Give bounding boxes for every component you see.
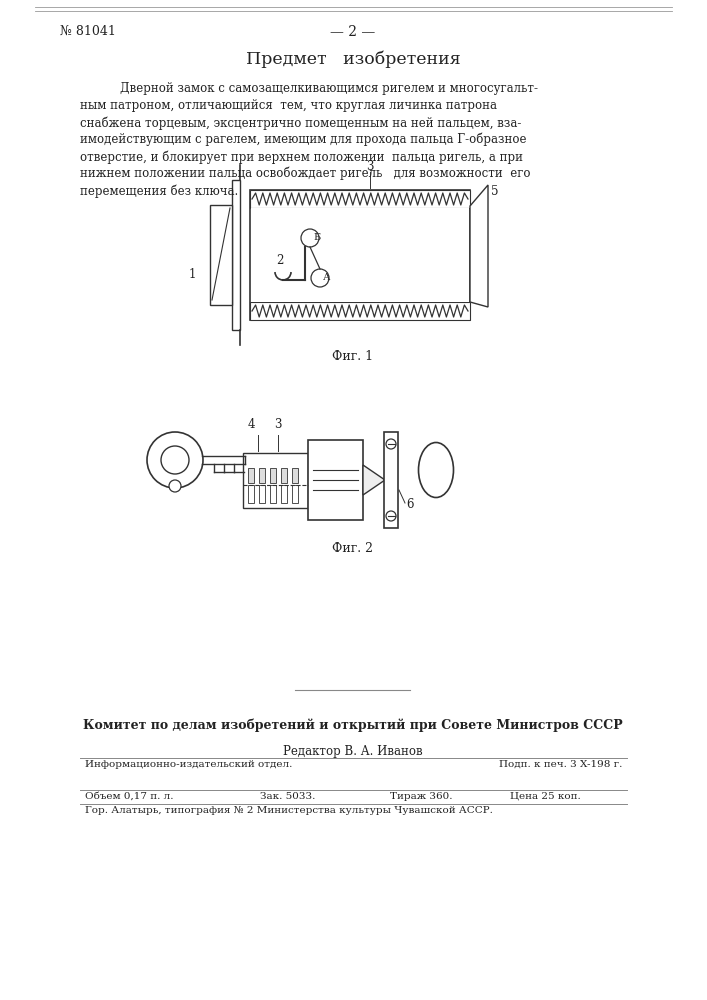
Circle shape: [386, 511, 396, 521]
Text: 6: 6: [406, 498, 414, 512]
Bar: [251, 208, 469, 302]
Text: 4: 4: [247, 418, 255, 431]
Text: Информационно-издательский отдел.: Информационно-издательский отдел.: [85, 760, 293, 769]
Bar: [248, 485, 254, 503]
Text: 5: 5: [491, 185, 498, 198]
Text: 3: 3: [366, 160, 374, 173]
Text: перемещения без ключа.: перемещения без ключа.: [80, 184, 238, 198]
Bar: [250, 190, 470, 320]
Bar: [292, 468, 298, 483]
Text: 2: 2: [276, 253, 284, 266]
Text: Предмет   изобретения: Предмет изобретения: [246, 50, 460, 68]
Text: Фиг. 1: Фиг. 1: [332, 350, 373, 363]
Text: № 81041: № 81041: [60, 25, 116, 38]
Text: Цена 25 коп.: Цена 25 коп.: [510, 792, 580, 801]
Text: — 2 —: — 2 —: [330, 25, 375, 39]
Circle shape: [161, 446, 189, 474]
Bar: [281, 468, 287, 483]
Bar: [248, 468, 254, 483]
Text: 1: 1: [188, 268, 196, 282]
Text: имодействующим с рагелем, имеющим для прохода пальца Г-образное: имодействующим с рагелем, имеющим для пр…: [80, 133, 527, 146]
Circle shape: [311, 269, 329, 287]
Bar: [210, 205, 232, 305]
Text: нижнем положении пальца освобождает ригель   для возможности  его: нижнем положении пальца освобождает риге…: [80, 167, 530, 180]
Text: Комитет по делам изобретений и открытий при Совете Министров СССР: Комитет по делам изобретений и открытий …: [83, 718, 623, 732]
Polygon shape: [470, 185, 488, 307]
Circle shape: [386, 439, 396, 449]
Bar: [250, 190, 470, 208]
Bar: [308, 440, 363, 520]
Circle shape: [147, 432, 203, 488]
Circle shape: [301, 229, 319, 247]
Text: Б: Б: [313, 233, 320, 242]
Bar: [270, 485, 276, 503]
Bar: [250, 302, 470, 320]
Text: снабжена торцевым, эксцентрично помещенным на ней пальцем, вза-: снабжена торцевым, эксцентрично помещенн…: [80, 116, 521, 129]
Bar: [243, 453, 308, 508]
Text: Подп. к печ. 3 X-198 г.: Подп. к печ. 3 X-198 г.: [498, 760, 622, 769]
Text: Фиг. 2: Фиг. 2: [332, 542, 373, 555]
Ellipse shape: [419, 442, 453, 497]
Text: Объем 0,17 п. л.: Объем 0,17 п. л.: [85, 792, 173, 801]
Text: отверстие, и блокирует при верхнем положении  пальца ригель, а при: отверстие, и блокирует при верхнем полож…: [80, 150, 523, 163]
Bar: [281, 485, 287, 503]
Text: Редактор В. А. Иванов: Редактор В. А. Иванов: [284, 745, 423, 758]
Text: Тираж 360.: Тираж 360.: [390, 792, 452, 801]
Text: А: А: [323, 273, 330, 282]
Text: Зак. 5033.: Зак. 5033.: [260, 792, 315, 801]
Bar: [232, 180, 240, 330]
Text: Дверной замок с самозащелкивающимся ригелем и многосугальт-: Дверной замок с самозащелкивающимся риге…: [120, 82, 538, 95]
Bar: [259, 468, 265, 483]
Text: Гор. Алатырь, типография № 2 Министерства культуры Чувашской АССР.: Гор. Алатырь, типография № 2 Министерств…: [85, 806, 493, 815]
Bar: [292, 485, 298, 503]
Bar: [270, 468, 276, 483]
Text: 3: 3: [274, 418, 282, 431]
Circle shape: [169, 480, 181, 492]
Text: ным патроном, отличающийся  тем, что круглая личинка патрона: ным патроном, отличающийся тем, что круг…: [80, 99, 497, 112]
Bar: [259, 485, 265, 503]
Bar: [384, 432, 398, 528]
Polygon shape: [363, 465, 385, 495]
